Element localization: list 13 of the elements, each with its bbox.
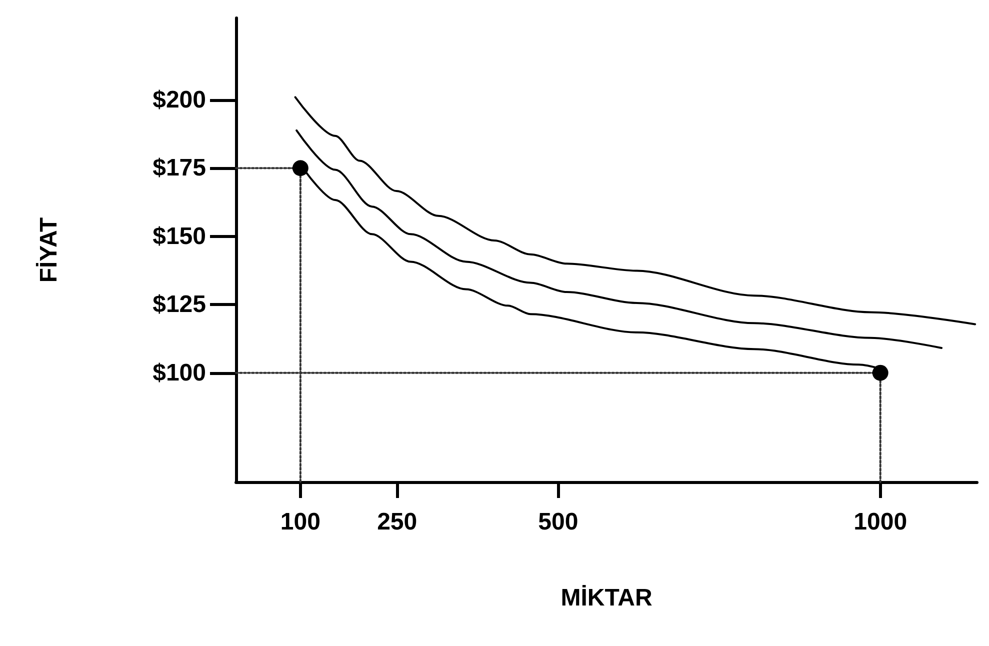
x-axis-title: MİKTAR [560, 584, 652, 612]
x-tick-label: 500 [538, 508, 578, 536]
line-series [294, 96, 976, 326]
x-tick-label: 1000 [854, 508, 908, 536]
y-axis-title: FİYAT [36, 216, 62, 283]
y-tick-label: $175 [152, 154, 206, 182]
y-tick-label: $200 [152, 86, 206, 114]
y-tick-label: $100 [152, 359, 206, 386]
x-tick-label: 250 [377, 508, 418, 536]
x-tick-label: 100 [280, 508, 320, 536]
y-tick-label: $150 [152, 222, 206, 250]
line-series [296, 129, 943, 349]
y-tick-label: $125 [152, 291, 206, 318]
